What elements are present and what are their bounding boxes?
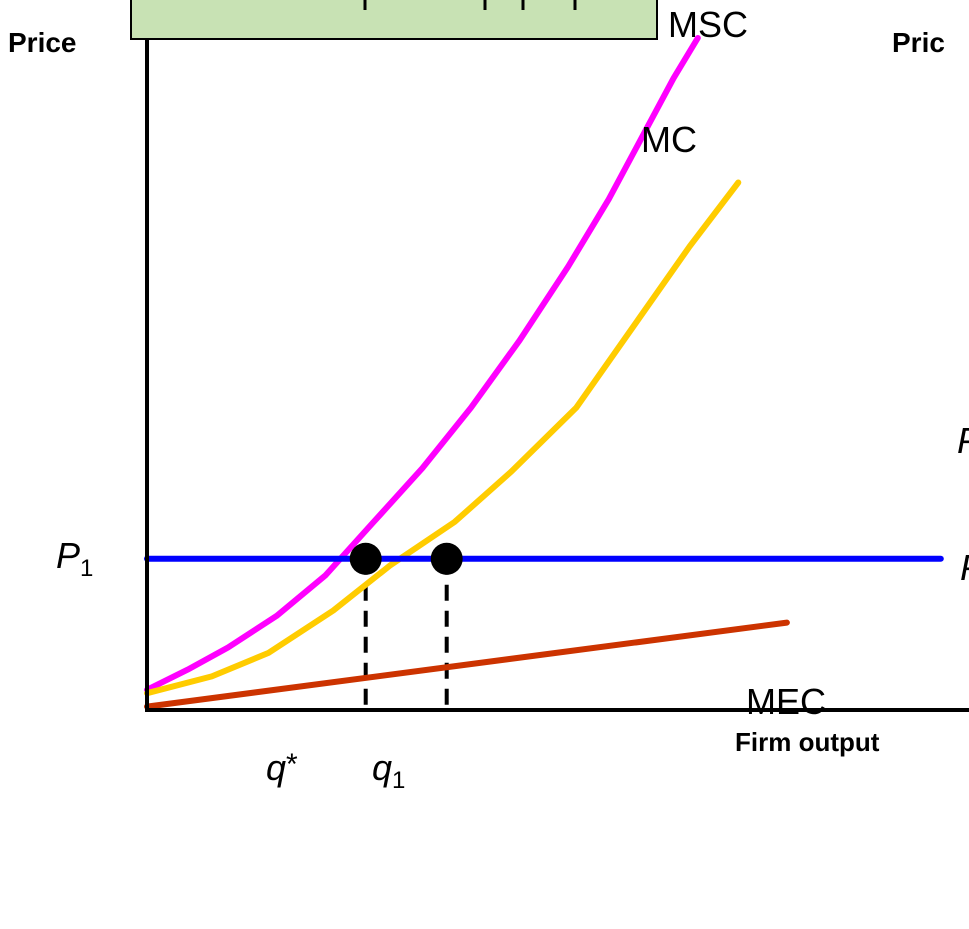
price-label-sub: 1 [80,555,93,582]
price-label-base: P [56,535,80,576]
header-box [130,0,658,40]
equilibrium-point-2 [430,542,463,575]
point-label-q1-base: q [372,747,392,788]
guide-lines [363,558,449,710]
point-label-q1: q1 [372,747,405,794]
point-label-qstar: q* [266,747,298,788]
point-label-q1-sub: 1 [392,767,405,794]
series-label-mec: MEC [746,681,826,722]
x-axis-label: Firm output [735,727,880,757]
equilibrium-points [349,542,463,575]
point-label-qstar-base: q [266,747,286,788]
right-panel-fragment-1: P [957,420,969,461]
right-panel-y-label: Pric [892,27,945,58]
price-label-p1: P1 [56,535,93,582]
series-line-msc [144,35,701,693]
series-label-mc: MC [641,119,697,160]
series-lines [144,35,944,710]
equilibrium-point-1 [349,542,382,575]
series-line-mec [144,619,790,710]
series-label-msc: MSC [668,4,748,45]
right-panel-fragment-2: P [960,547,969,588]
series-line-mc [144,179,742,697]
y-axis-label: Price [8,27,77,58]
point-label-qstar-sup: * [286,748,298,781]
